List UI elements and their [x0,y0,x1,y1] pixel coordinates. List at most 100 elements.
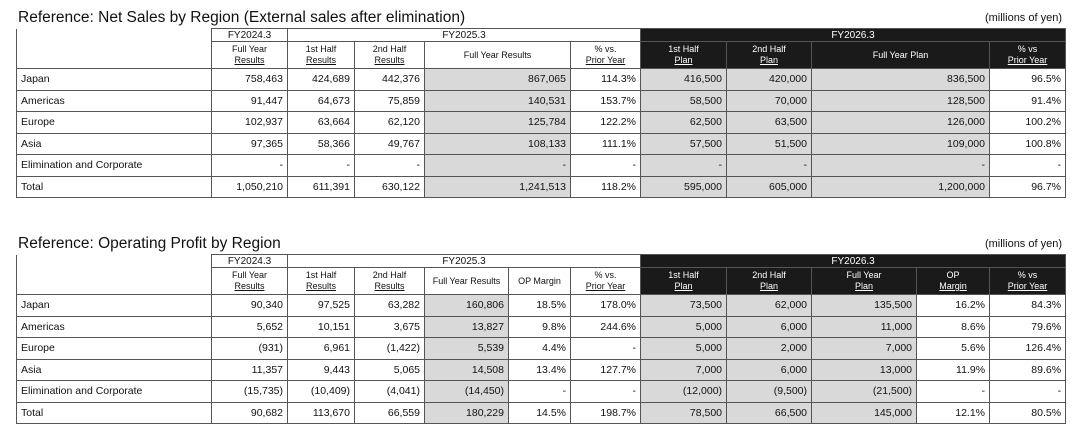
table-cell: 58,500 [640,89,727,112]
period-fy2025: FY2025.3 [286,254,642,268]
col-line: 1st Half [305,44,337,54]
operating-profit-table: FY2024.3 FY2025.3 FY2026.3 Full Year Res… [16,254,1067,424]
table-cell: 62,000 [726,294,813,317]
col-op-margin: OP Margin [508,267,571,295]
table-cell: (931) [211,337,288,360]
table-cell: 66,559 [354,401,425,424]
table-cell: 7,000 [811,337,918,360]
col-line: Plan [674,55,693,65]
table-cell: 16.2% [916,294,991,317]
table-cell: 11,000 [811,315,918,338]
table-row: Asia 97,365 58,366 49,767 108,133 111.1% 57,50… [16,132,1066,155]
table-cell: 605,000 [726,175,812,198]
table-row: Japan 90,340 97,525 63,282 160,806 18.5% 178.0… [16,294,1067,317]
table-cell: (12,000) [640,380,728,403]
table-cell: 6,000 [726,315,813,338]
col-line: Results [305,55,336,65]
col-line: Plan [674,281,693,291]
table-row: Americas 91,447 64,673 75,859 140,531 153.7% 5… [16,89,1066,112]
table-cell: 160,806 [424,294,509,317]
table-cell: 13,000 [811,358,918,381]
table-cell: 1,241,513 [424,175,571,198]
row-label: Elimination and Corporate [16,154,212,177]
table-cell: (9,500) [726,380,813,403]
table-cell: 630,122 [354,175,425,198]
table-row: Elimination and Corporate - - - - - - - - - [16,154,1066,177]
col-2nd-half-plan: 2nd Half Plan [726,267,813,295]
table-cell: 2,000 [726,337,813,360]
table-cell: - [811,154,990,177]
col-line: % vs [1017,44,1038,54]
table-cell: (14,450) [424,380,509,403]
table-cell: 91.4% [989,89,1066,112]
row-label: Americas [16,315,212,338]
col-line: Prior Year [1007,55,1048,65]
col-2nd-half-results: 2nd Half Results [354,41,425,69]
col-2nd-half-results: 2nd Half Results [354,267,425,295]
table-cell: 122.2% [570,111,641,134]
table-cell: 1,050,210 [211,175,288,198]
table-cell: 96.7% [989,175,1066,198]
table-cell: 126.4% [989,337,1067,360]
row-label: Total [16,175,212,198]
table-cell: 111.1% [570,132,641,155]
table-cell: 127.7% [569,358,642,381]
col-line: Prior Year [585,281,626,291]
op-column-header-row: Full Year Results 1st Half Results 2nd H… [16,267,1067,295]
table-cell: 63,282 [354,294,425,317]
row-label: Asia [16,358,212,381]
table-cell: - [424,154,571,177]
table-cell: 13,827 [424,315,509,338]
table-cell: - [726,154,812,177]
table-cell: 5,000 [640,337,728,360]
table-row: Americas 5,652 10,151 3,675 13,827 9.8% 244.6%… [16,315,1067,338]
sales-period-header-row: FY2024.3 FY2025.3 FY2026.3 [16,28,1066,42]
col-op-margin-plan: OP Margin [916,267,991,295]
table-cell: 58,366 [287,132,355,155]
table-cell: 836,500 [811,68,990,91]
row-label: Americas [16,89,212,112]
col-line: Results [234,281,265,291]
col-line: % vs. [594,44,617,54]
col-line: 2nd Half [752,270,786,280]
table-row: Europe 102,937 63,664 62,120 125,784 122.2% 62… [16,111,1066,134]
col-line: 1st Half [305,270,337,280]
table-cell: (4,041) [354,380,425,403]
table-cell: 140,531 [424,89,571,112]
table-cell: 90,340 [211,294,288,317]
row-label: Japan [16,68,212,91]
sales-units-note: (millions of yen) [984,12,1062,24]
col-line: 2nd Half [372,270,407,280]
col-line: 1st Half [668,270,699,280]
table-cell: 118.2% [570,175,641,198]
table-cell: 62,500 [640,111,727,134]
col-line: Plan [760,281,779,291]
table-cell: 128,500 [811,89,990,112]
table-cell: 113,670 [287,401,355,424]
op-period-header-row: FY2024.3 FY2025.3 FY2026.3 [16,254,1067,268]
table-cell: 9,443 [287,358,355,381]
table-cell: 100.8% [989,132,1066,155]
table-cell: 63,664 [287,111,355,134]
table-cell: (10,409) [287,380,355,403]
table-cell: 96.5% [989,68,1066,91]
table-cell: 758,463 [211,68,288,91]
table-cell: 57,500 [640,132,727,155]
table-cell: 18.5% [508,294,571,317]
col-fy25-full-year: Full Year Results [424,267,509,295]
col-1st-half-results: 1st Half Results [287,267,355,295]
col-line: Results [305,281,336,291]
table-cell: 442,376 [354,68,425,91]
table-cell: 90,682 [211,401,288,424]
col-line: Results [234,55,265,65]
table-cell: 178.0% [569,294,642,317]
row-label: Total [16,401,212,424]
table-cell: 424,689 [287,68,355,91]
table-cell: 3,675 [354,315,425,338]
header-blank [16,41,212,69]
table-cell: 80.5% [989,401,1067,424]
col-line: 1st Half [668,44,699,54]
table-cell: 5,065 [354,358,425,381]
table-cell: 64,673 [287,89,355,112]
table-cell: 153.7% [570,89,641,112]
